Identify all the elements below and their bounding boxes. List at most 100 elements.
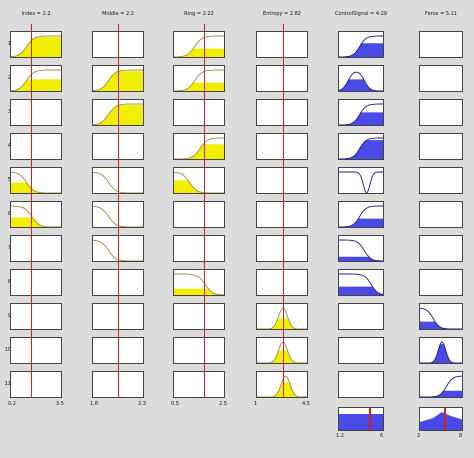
mf-fill	[257, 382, 307, 397]
mf-plot[interactable]	[10, 303, 62, 330]
aggregate-output-plot[interactable]	[338, 407, 384, 431]
rule-number[interactable]: 11	[4, 381, 11, 387]
mf-plot[interactable]	[10, 337, 62, 364]
mf-plot[interactable]	[173, 201, 225, 228]
membership-curve	[339, 171, 383, 193]
defuzzified-value-line[interactable]	[444, 408, 447, 430]
mf-plot[interactable]	[338, 167, 384, 194]
rule-number[interactable]: 6	[2, 211, 11, 217]
mf-plot[interactable]	[338, 99, 384, 126]
mf-plot[interactable]	[338, 65, 384, 92]
mf-plot[interactable]	[10, 133, 62, 160]
mf-plot[interactable]	[10, 31, 62, 58]
mf-plot[interactable]	[419, 133, 463, 160]
aggregate-shape	[339, 414, 383, 430]
column-label: Ring = 2.22	[184, 11, 214, 17]
mf-plot[interactable]	[10, 371, 62, 398]
mf-fill	[339, 256, 383, 261]
mf-plot[interactable]	[256, 269, 308, 296]
membership-curve	[339, 137, 383, 159]
mf-plot[interactable]	[338, 337, 384, 364]
rule-number[interactable]: 8	[2, 279, 11, 285]
mf-plot[interactable]	[173, 167, 225, 194]
rule-number[interactable]: 2	[2, 75, 11, 81]
mf-plot[interactable]	[173, 269, 225, 296]
mf-plot[interactable]	[173, 31, 225, 58]
input-value-line[interactable]	[283, 24, 285, 398]
mf-plot[interactable]	[256, 167, 308, 194]
range-min-label: 1.8	[90, 401, 98, 407]
mf-plot[interactable]	[256, 99, 308, 126]
range-max-label: 6	[380, 433, 384, 439]
mf-plot[interactable]	[10, 269, 62, 296]
mf-plot[interactable]	[173, 371, 225, 398]
mf-plot[interactable]	[173, 65, 225, 92]
mf-plot[interactable]	[256, 65, 308, 92]
range-min-label: 0.2	[8, 401, 16, 407]
mf-plot[interactable]	[256, 235, 308, 262]
mf-plot[interactable]	[256, 31, 308, 58]
mf-plot[interactable]	[419, 31, 463, 58]
defuzzified-value-line[interactable]	[368, 408, 371, 430]
mf-plot[interactable]	[173, 133, 225, 160]
mf-plot[interactable]	[256, 337, 308, 364]
rule-number[interactable]: 5	[2, 177, 11, 183]
input-value-line[interactable]	[204, 24, 206, 398]
mf-fill	[174, 82, 224, 91]
mf-plot[interactable]	[10, 235, 62, 262]
mf-plot[interactable]	[256, 201, 308, 228]
mf-plot[interactable]	[419, 65, 463, 92]
mf-curve-line	[11, 171, 61, 193]
mf-plot[interactable]	[338, 31, 384, 58]
membership-curve	[174, 35, 224, 57]
mf-plot[interactable]	[338, 371, 384, 398]
mf-curve-line	[93, 239, 143, 261]
aggregate-output-plot[interactable]	[419, 407, 463, 431]
mf-plot[interactable]	[419, 99, 463, 126]
mf-curve-line	[339, 35, 383, 57]
input-value-line[interactable]	[118, 24, 119, 398]
mf-curve-line	[339, 137, 383, 159]
mf-plot[interactable]	[256, 133, 308, 160]
mf-plot[interactable]	[419, 337, 463, 364]
mf-plot[interactable]	[173, 303, 225, 330]
mf-plot[interactable]	[10, 201, 62, 228]
mf-plot[interactable]	[338, 201, 384, 228]
mf-fill	[174, 48, 224, 57]
mf-fill	[174, 288, 224, 295]
mf-plot[interactable]	[419, 167, 463, 194]
mf-plot[interactable]	[338, 303, 384, 330]
mf-plot[interactable]	[256, 371, 308, 398]
mf-plot[interactable]	[419, 303, 463, 330]
mf-plot[interactable]	[10, 65, 62, 92]
mf-plot[interactable]	[338, 235, 384, 262]
mf-plot[interactable]	[10, 99, 62, 126]
rule-number[interactable]: 1	[2, 41, 11, 47]
membership-curve	[420, 341, 462, 363]
mf-plot[interactable]	[419, 201, 463, 228]
input-value-line[interactable]	[30, 24, 32, 398]
mf-plot[interactable]	[338, 133, 384, 160]
rule-number[interactable]: 9	[2, 313, 11, 319]
mf-curve-line	[339, 239, 383, 261]
rule-number[interactable]: 4	[2, 143, 11, 149]
mf-plot[interactable]	[419, 269, 463, 296]
mf-curve-line	[339, 273, 383, 295]
mf-plot[interactable]	[256, 303, 308, 330]
mf-plot[interactable]	[419, 235, 463, 262]
mf-plot[interactable]	[10, 167, 62, 194]
rule-number[interactable]: 10	[4, 347, 11, 353]
mf-curve-line	[93, 69, 143, 91]
rule-number[interactable]: 3	[2, 109, 11, 115]
mf-curve-line	[420, 375, 462, 397]
membership-curve	[339, 273, 383, 295]
mf-plot[interactable]	[173, 337, 225, 364]
mf-plot[interactable]	[173, 235, 225, 262]
membership-curve	[420, 307, 462, 329]
mf-plot[interactable]	[173, 99, 225, 126]
mf-plot[interactable]	[419, 371, 463, 398]
mf-fill	[339, 43, 383, 57]
mf-plot[interactable]	[338, 269, 384, 296]
rule-number[interactable]: 7	[2, 245, 11, 251]
